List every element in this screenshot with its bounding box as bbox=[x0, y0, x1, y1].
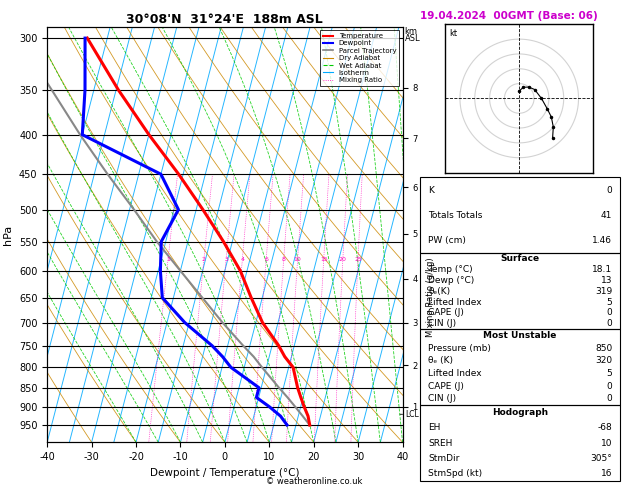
Text: 850: 850 bbox=[595, 344, 612, 353]
Text: 20: 20 bbox=[339, 257, 347, 262]
Title: 30°08'N  31°24'E  188m ASL: 30°08'N 31°24'E 188m ASL bbox=[126, 13, 323, 26]
Text: StmDir: StmDir bbox=[428, 454, 460, 463]
Text: 5: 5 bbox=[606, 369, 612, 378]
Text: θₑ (K): θₑ (K) bbox=[428, 356, 453, 365]
Text: 0: 0 bbox=[606, 186, 612, 194]
Text: Lifted Index: Lifted Index bbox=[428, 369, 482, 378]
Text: 4: 4 bbox=[240, 257, 245, 262]
Text: 10: 10 bbox=[294, 257, 301, 262]
Text: 41: 41 bbox=[601, 211, 612, 220]
X-axis label: Dewpoint / Temperature (°C): Dewpoint / Temperature (°C) bbox=[150, 468, 299, 478]
Text: CAPE (J): CAPE (J) bbox=[428, 382, 464, 391]
Text: 3: 3 bbox=[224, 257, 228, 262]
Text: Totals Totals: Totals Totals bbox=[428, 211, 482, 220]
Text: 25: 25 bbox=[354, 257, 362, 262]
Text: © weatheronline.co.uk: © weatheronline.co.uk bbox=[266, 476, 363, 486]
Text: Lifted Index: Lifted Index bbox=[428, 297, 482, 307]
Text: CIN (J): CIN (J) bbox=[428, 394, 456, 403]
Text: Mixing Ratio (g/kg): Mixing Ratio (g/kg) bbox=[426, 257, 435, 337]
Text: PW (cm): PW (cm) bbox=[428, 236, 466, 245]
Y-axis label: hPa: hPa bbox=[3, 225, 13, 244]
Text: Temp (°C): Temp (°C) bbox=[428, 265, 473, 274]
Text: ASL: ASL bbox=[404, 34, 420, 43]
Text: θₑ(K): θₑ(K) bbox=[428, 287, 450, 296]
Text: 0: 0 bbox=[606, 309, 612, 317]
Text: 319: 319 bbox=[595, 287, 612, 296]
Text: K: K bbox=[428, 186, 434, 194]
Text: 19.04.2024  00GMT (Base: 06): 19.04.2024 00GMT (Base: 06) bbox=[420, 11, 598, 21]
Text: CIN (J): CIN (J) bbox=[428, 319, 456, 329]
Text: 8: 8 bbox=[282, 257, 286, 262]
Text: 2: 2 bbox=[202, 257, 206, 262]
Legend: Temperature, Dewpoint, Parcel Trajectory, Dry Adiabat, Wet Adiabat, Isotherm, Mi: Temperature, Dewpoint, Parcel Trajectory… bbox=[320, 30, 399, 86]
Text: 16: 16 bbox=[601, 469, 612, 478]
Text: Most Unstable: Most Unstable bbox=[484, 331, 557, 340]
Text: CAPE (J): CAPE (J) bbox=[428, 309, 464, 317]
Text: StmSpd (kt): StmSpd (kt) bbox=[428, 469, 482, 478]
Text: 320: 320 bbox=[595, 356, 612, 365]
Text: 0: 0 bbox=[606, 394, 612, 403]
Text: 6: 6 bbox=[264, 257, 268, 262]
Text: EH: EH bbox=[428, 423, 440, 433]
Text: 1: 1 bbox=[166, 257, 170, 262]
Text: 18.1: 18.1 bbox=[592, 265, 612, 274]
Text: 10: 10 bbox=[601, 439, 612, 448]
Text: 0: 0 bbox=[606, 382, 612, 391]
Text: 0: 0 bbox=[606, 319, 612, 329]
Text: Dewp (°C): Dewp (°C) bbox=[428, 276, 474, 285]
Text: km: km bbox=[404, 27, 418, 36]
Text: Hodograph: Hodograph bbox=[492, 408, 548, 417]
Text: 15: 15 bbox=[320, 257, 328, 262]
Text: -68: -68 bbox=[598, 423, 612, 433]
Text: LCL: LCL bbox=[405, 410, 418, 419]
Text: 1.46: 1.46 bbox=[592, 236, 612, 245]
Text: Surface: Surface bbox=[501, 254, 540, 263]
Text: 5: 5 bbox=[606, 297, 612, 307]
Text: SREH: SREH bbox=[428, 439, 452, 448]
Text: Pressure (mb): Pressure (mb) bbox=[428, 344, 491, 353]
Text: kt: kt bbox=[450, 29, 458, 38]
Text: 13: 13 bbox=[601, 276, 612, 285]
Text: 305°: 305° bbox=[591, 454, 612, 463]
